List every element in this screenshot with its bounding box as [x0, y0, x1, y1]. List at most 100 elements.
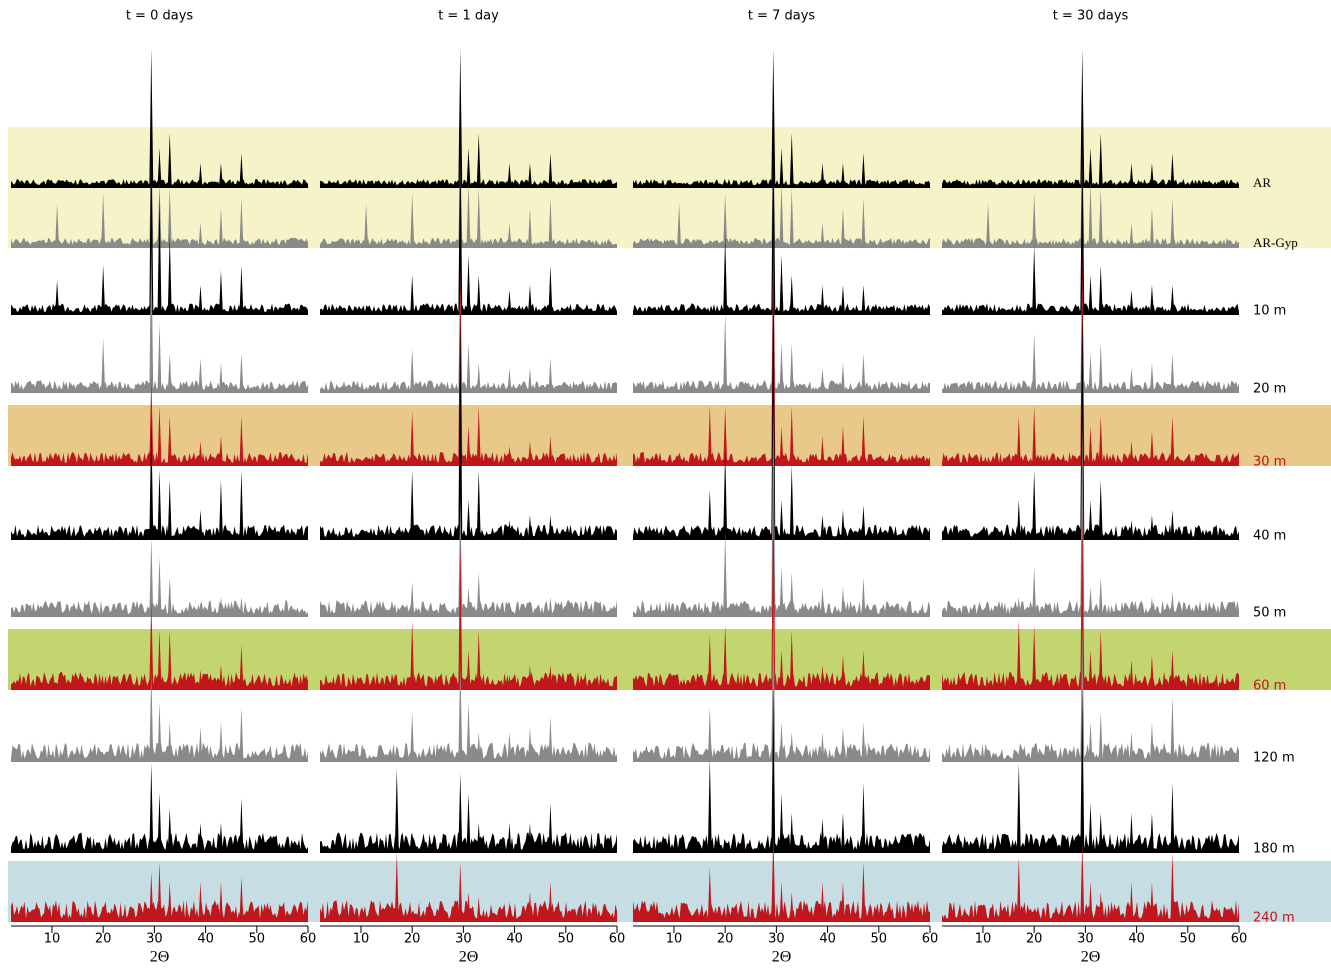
peak: [820, 818, 825, 853]
x-tick-label: 40: [197, 932, 214, 947]
peak: [167, 480, 172, 540]
peak: [410, 348, 415, 393]
peak: [548, 717, 553, 762]
peak: [820, 368, 825, 393]
peak: [410, 620, 415, 690]
peak: [149, 243, 154, 393]
peak: [198, 285, 203, 315]
peak: [1149, 363, 1154, 393]
peak: [476, 188, 481, 248]
peak: [771, 490, 776, 690]
row-label: 60 m: [1253, 679, 1286, 694]
peak: [527, 892, 532, 922]
peak: [239, 597, 244, 617]
peak: [789, 465, 794, 540]
row-band: [8, 127, 1331, 188]
peak: [157, 195, 162, 315]
peak: [1129, 732, 1134, 762]
peak: [507, 823, 512, 853]
peak: [101, 193, 106, 248]
peak: [157, 862, 162, 922]
peak: [789, 275, 794, 315]
peak: [861, 577, 866, 617]
peak: [157, 793, 162, 853]
peak: [1080, 693, 1085, 853]
peak: [861, 783, 866, 853]
peak: [548, 265, 553, 315]
peak: [1016, 857, 1021, 922]
row-label: 180 m: [1253, 842, 1295, 857]
row-label: 30 m: [1253, 455, 1286, 470]
peak: [861, 416, 866, 466]
peak: [820, 587, 825, 617]
peak: [157, 406, 162, 466]
x-tick-label: 40: [819, 932, 836, 947]
x-tick-label: 40: [1128, 932, 1145, 947]
peak: [840, 813, 845, 853]
peak: [157, 557, 162, 617]
peak: [840, 727, 845, 762]
x-tick-label: 60: [922, 932, 939, 947]
peak: [218, 436, 223, 466]
row-label: 10 m: [1253, 304, 1286, 319]
pattern-background: [942, 900, 1239, 922]
peak: [789, 572, 794, 617]
peak: [1080, 48, 1085, 188]
peak: [527, 823, 532, 853]
peak: [476, 572, 481, 617]
peak: [394, 768, 399, 853]
peak: [1032, 245, 1037, 315]
peak: [789, 630, 794, 690]
peak: [1032, 193, 1037, 248]
peak: [1098, 892, 1103, 922]
peak: [507, 732, 512, 762]
peak: [548, 198, 553, 248]
peak: [779, 882, 784, 922]
peak: [723, 450, 728, 540]
x-tick-label: 30: [1077, 932, 1094, 947]
peak: [410, 193, 415, 248]
peak: [1129, 163, 1134, 188]
x-tick-label: 60: [300, 932, 317, 947]
peak: [1098, 133, 1103, 188]
peak: [1098, 577, 1103, 617]
peak: [840, 510, 845, 540]
peak: [1088, 275, 1093, 315]
peak: [723, 532, 728, 617]
peak: [707, 758, 712, 853]
peak: [779, 255, 784, 315]
peak: [1032, 406, 1037, 466]
peak: [1032, 333, 1037, 393]
peak: [820, 285, 825, 315]
peak: [707, 635, 712, 690]
pattern-background: [11, 451, 308, 466]
peak: [861, 353, 866, 393]
peak: [789, 892, 794, 922]
peak: [1170, 198, 1175, 248]
x-tick-label: 60: [609, 932, 626, 947]
peak: [149, 672, 154, 762]
pattern-background: [320, 832, 617, 853]
peak: [167, 235, 172, 315]
peak: [167, 882, 172, 922]
peak: [1170, 285, 1175, 315]
peak: [771, 115, 776, 315]
pattern-background: [320, 900, 617, 922]
peak: [167, 577, 172, 617]
peak: [723, 406, 728, 466]
pattern-background: [11, 179, 308, 188]
peak: [771, 693, 776, 853]
peak: [1098, 188, 1103, 248]
pattern-background: [11, 600, 308, 617]
peak: [466, 426, 471, 466]
peak: [789, 343, 794, 393]
peak: [723, 235, 728, 315]
peak: [239, 470, 244, 540]
peak: [527, 208, 532, 248]
x-axis-label: 2Θ: [459, 949, 479, 966]
peak: [779, 343, 784, 393]
peak: [458, 135, 463, 315]
peak: [476, 732, 481, 762]
peak: [527, 665, 532, 690]
